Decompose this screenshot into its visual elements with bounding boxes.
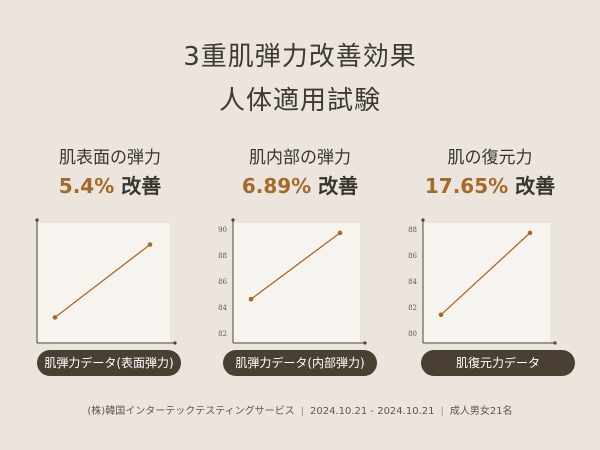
chart-svg: 80 82 84 86 88 <box>408 218 557 345</box>
y-tick-label: 82 <box>408 304 417 312</box>
metric-label: 肌内部の弾力 <box>249 148 351 168</box>
footer-separator: | <box>440 406 444 417</box>
chart-label-pill: 肌復元力データ <box>421 350 575 376</box>
panel-inner-elasticity: 肌内部の弾力 6.89% 改善 82 84 86 88 90 肌弾力データ(内部弾力) <box>205 0 395 450</box>
page-subtitle: 人体適用試験 <box>218 86 381 116</box>
metric-percent: 17.65% <box>424 174 509 198</box>
chart-surface-elasticity <box>15 215 205 350</box>
y-tick-label: 88 <box>408 226 417 234</box>
data-point <box>527 230 533 236</box>
data-point <box>147 242 153 247</box>
y-axis-end-dot <box>421 218 425 222</box>
plot-area <box>423 223 550 343</box>
metric-percent: 6.89% <box>241 174 312 198</box>
panel-recovery: 肌の復元力 17.65% 改善 80 82 84 86 88 肌復元力データ <box>395 0 585 450</box>
y-tick-label: 90 <box>218 226 227 234</box>
chart-label-pill: 肌弾力データ(表面弾力) <box>37 350 181 376</box>
x-axis-end-dot <box>553 341 557 345</box>
x-axis-end-dot <box>173 341 177 345</box>
series-line <box>250 232 341 300</box>
y-tick-label: 80 <box>408 330 417 338</box>
y-tick-label: 82 <box>218 330 227 338</box>
metric-improve-label: 改善 <box>121 174 162 198</box>
plot-area <box>37 223 170 343</box>
footer-org: (株)韓国インターテックテスティングサービス <box>87 406 295 417</box>
data-point <box>248 296 254 302</box>
metric-value: 5.4% 改善 <box>15 170 205 199</box>
metric-value: 17.65% 改善 <box>395 170 585 199</box>
y-axis-end-dot <box>231 218 235 222</box>
metric-label: 肌表面の弾力 <box>59 148 161 168</box>
metric-label: 肌の復元力 <box>447 148 533 168</box>
y-tick-label: 88 <box>218 252 227 260</box>
footer-subjects: 成人男女21名 <box>449 406 513 417</box>
series-line <box>54 244 151 318</box>
chart-svg <box>35 218 177 345</box>
x-axis-end-dot <box>363 341 367 345</box>
chart-svg: 82 84 86 88 90 <box>218 218 367 345</box>
metric-percent: 5.4% <box>58 174 115 198</box>
y-axis-end-dot <box>35 218 39 222</box>
chart-inner-elasticity: 82 84 86 88 90 <box>205 215 395 350</box>
y-tick-label: 84 <box>408 278 417 286</box>
series-line <box>440 232 531 316</box>
page-title: 3重肌弾力改善効果 <box>183 42 417 72</box>
y-tick-label: 86 <box>218 278 227 286</box>
data-point <box>337 230 343 236</box>
footer-separator: | <box>300 406 304 417</box>
metric-improve-label: 改善 <box>515 174 556 198</box>
metric-value: 6.89% 改善 <box>205 170 395 199</box>
data-point <box>52 315 58 320</box>
data-point <box>438 312 444 318</box>
panel-surface-elasticity: 肌表面の弾力 5.4% 改善 肌弾力データ(表面弾力) <box>15 0 205 450</box>
y-tick-label: 84 <box>218 304 227 312</box>
chart-recovery: 80 82 84 86 88 <box>395 215 585 350</box>
y-tick-label: 86 <box>408 252 417 260</box>
plot-area <box>233 223 360 343</box>
footer-period: 2024.10.21 - 2024.10.21 <box>309 406 435 417</box>
chart-label-pill: 肌弾力データ(内部弾力) <box>223 350 377 376</box>
footer-note: (株)韓国インターテックテスティングサービス | 2024.10.21 - 2024… <box>0 402 600 417</box>
metric-improve-label: 改善 <box>318 174 359 198</box>
